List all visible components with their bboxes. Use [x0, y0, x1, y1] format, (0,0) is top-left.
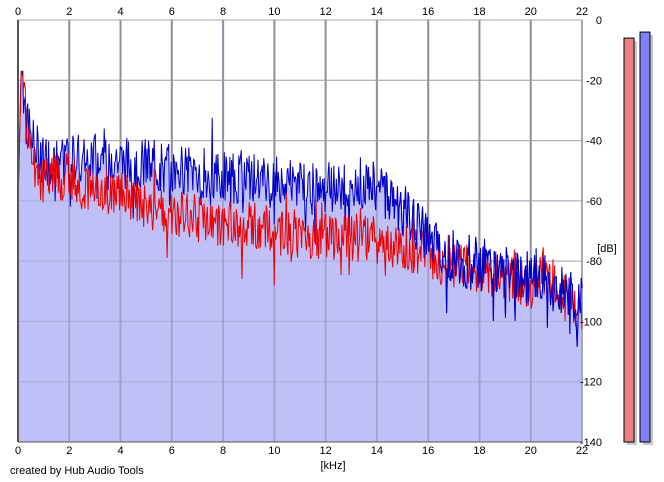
y-tick-label: -100 [580, 316, 602, 328]
x-tick-label-top: 2 [66, 6, 72, 18]
x-tick-label-bottom: 20 [525, 445, 537, 457]
x-axis-label: [kHz] [320, 460, 345, 472]
x-tick-label-top: 10 [268, 6, 280, 18]
x-tick-label-bottom: 8 [220, 445, 226, 457]
x-tick-label-top: 0 [15, 6, 21, 18]
x-tick-label-bottom: 14 [371, 445, 383, 457]
y-ticks-right: 0 -20 -40 -60 -80 -100 -120 -140 [580, 15, 602, 449]
series-line-left [17, 70, 583, 329]
x-tick-label-top: 16 [422, 6, 434, 18]
level-meters [623, 31, 653, 446]
x-tick-label-top: 20 [525, 6, 537, 18]
credit-text: created by Hub Audio Tools [10, 465, 144, 477]
series-line-right-overlay [367, 161, 583, 347]
x-tick-label-bottom: 4 [117, 445, 123, 457]
level-meter-left [623, 37, 635, 443]
x-ticks-top: 0 2 4 6 8 10 12 14 16 18 20 22 [15, 6, 588, 18]
y-tick-label: -40 [586, 136, 602, 148]
y-tick-label: -140 [580, 437, 602, 449]
x-tick-label-top: 4 [117, 6, 123, 18]
y-tick-label: -20 [586, 75, 602, 87]
level-meter-right [639, 31, 651, 443]
x-tick-label-bottom: 22 [576, 445, 588, 457]
x-tick-label-top: 12 [320, 6, 332, 18]
y-tick-label: 0 [596, 15, 602, 27]
x-tick-label-top: 8 [220, 6, 226, 18]
y-axis-label: [dB] [597, 243, 617, 255]
y-tick-label: -80 [586, 256, 602, 268]
x-tick-label-bottom: 6 [169, 445, 175, 457]
x-tick-label-bottom: 18 [473, 445, 485, 457]
x-tick-label-top: 22 [576, 6, 588, 18]
x-ticks-bottom: 0 2 4 6 8 10 12 14 16 18 20 22 [15, 445, 588, 457]
x-tick-label-bottom: 2 [66, 445, 72, 457]
x-tick-label-bottom: 10 [268, 445, 280, 457]
y-tick-label: -120 [580, 377, 602, 389]
x-tick-label-bottom: 12 [320, 445, 332, 457]
x-tick-label-bottom: 16 [422, 445, 434, 457]
x-tick-label-top: 14 [371, 6, 383, 18]
x-tick-label-bottom: 0 [15, 445, 21, 457]
y-tick-label: -60 [586, 196, 602, 208]
series-group [17, 70, 583, 347]
spectrum-area-fill [18, 70, 582, 442]
x-tick-label-top: 18 [473, 6, 485, 18]
x-tick-label-top: 6 [169, 6, 175, 18]
